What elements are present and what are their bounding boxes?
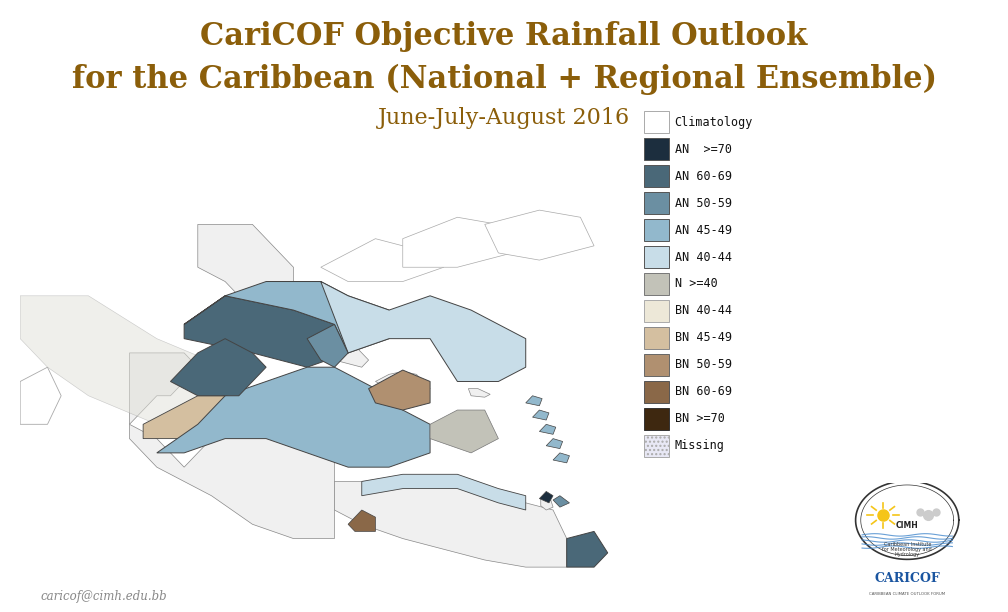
Text: AN  >=70: AN >=70: [674, 143, 732, 156]
Polygon shape: [157, 367, 430, 467]
Polygon shape: [430, 410, 498, 453]
Polygon shape: [266, 282, 526, 381]
Polygon shape: [485, 210, 594, 260]
Bar: [644, 300, 669, 322]
Polygon shape: [184, 296, 348, 367]
Bar: [644, 354, 669, 376]
Polygon shape: [403, 217, 512, 267]
Text: BN 50-59: BN 50-59: [674, 358, 732, 371]
Text: BN 60-69: BN 60-69: [674, 385, 732, 398]
Bar: [644, 435, 669, 457]
Polygon shape: [532, 410, 549, 420]
Polygon shape: [335, 482, 566, 567]
Text: CariCOF Objective Rainfall Outlook: CariCOF Objective Rainfall Outlook: [201, 21, 807, 53]
Text: BN 45-49: BN 45-49: [674, 331, 732, 345]
Text: CARIBBEAN CLIMATE OUTLOOK FORUM: CARIBBEAN CLIMATE OUTLOOK FORUM: [869, 592, 946, 595]
Bar: [644, 381, 669, 403]
Bar: [644, 111, 669, 133]
Bar: [644, 219, 669, 241]
Polygon shape: [539, 424, 555, 435]
Polygon shape: [317, 387, 337, 397]
Text: Hydrology: Hydrology: [895, 552, 919, 557]
Text: CIMH: CIMH: [896, 521, 918, 529]
Polygon shape: [198, 225, 293, 310]
Polygon shape: [369, 370, 430, 410]
Polygon shape: [20, 296, 239, 424]
Bar: [644, 246, 669, 268]
Polygon shape: [553, 453, 570, 463]
Polygon shape: [553, 496, 570, 507]
Bar: [644, 408, 669, 430]
Polygon shape: [566, 531, 608, 567]
Text: for the Caribbean (National + Regional Ensemble): for the Caribbean (National + Regional E…: [72, 64, 936, 95]
Polygon shape: [143, 396, 225, 439]
Bar: [644, 165, 669, 187]
Polygon shape: [362, 474, 526, 510]
Polygon shape: [469, 389, 490, 397]
Polygon shape: [540, 499, 553, 510]
Polygon shape: [129, 403, 335, 539]
Polygon shape: [129, 353, 198, 424]
Bar: [644, 273, 669, 295]
Polygon shape: [539, 491, 553, 503]
Text: AN 60-69: AN 60-69: [674, 170, 732, 183]
Text: BN >=70: BN >=70: [674, 412, 725, 425]
Bar: [644, 192, 669, 214]
Bar: [644, 327, 669, 349]
Polygon shape: [20, 367, 61, 424]
Text: Climatology: Climatology: [674, 116, 753, 129]
Polygon shape: [526, 396, 542, 406]
Text: AN 50-59: AN 50-59: [674, 196, 732, 210]
Text: AN 45-49: AN 45-49: [674, 223, 732, 237]
Polygon shape: [321, 239, 444, 282]
Text: for Meteorology and: for Meteorology and: [882, 547, 932, 552]
Polygon shape: [170, 338, 266, 396]
Text: N >=40: N >=40: [674, 277, 718, 291]
Polygon shape: [348, 510, 375, 531]
Bar: [644, 138, 669, 160]
Text: Caribbean Institute: Caribbean Institute: [884, 542, 930, 547]
Polygon shape: [307, 324, 348, 367]
Polygon shape: [225, 321, 369, 367]
Text: AN 40-44: AN 40-44: [674, 250, 732, 264]
Text: CARICOF: CARICOF: [874, 572, 940, 586]
Text: BN 40-44: BN 40-44: [674, 304, 732, 318]
Polygon shape: [184, 282, 389, 353]
Polygon shape: [546, 439, 562, 449]
Text: Missing: Missing: [674, 439, 725, 452]
Polygon shape: [375, 371, 430, 396]
Text: June-July-August 2016: June-July-August 2016: [378, 107, 630, 129]
Text: caricof@cimh.edu.bb: caricof@cimh.edu.bb: [40, 590, 167, 603]
